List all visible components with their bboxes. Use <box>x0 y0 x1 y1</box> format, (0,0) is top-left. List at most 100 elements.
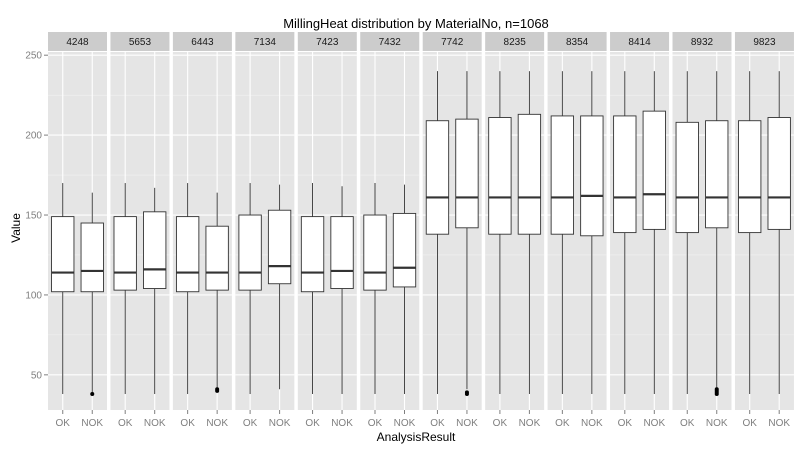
box-nok-8414 <box>642 71 666 395</box>
box-nok-5653 <box>143 187 167 395</box>
box-nok-8932 <box>705 71 729 397</box>
facet-strip-label: 8932 <box>691 37 714 48</box>
box-iqr <box>330 216 354 289</box>
facet-strip-label: 6443 <box>191 37 214 48</box>
box-nok-7742 <box>455 71 479 397</box>
x-tick-label: OK <box>56 418 71 429</box>
box-ok-6443 <box>175 183 200 395</box>
x-tick-label: NOK <box>768 418 790 429</box>
x-tick-label: OK <box>742 418 757 429</box>
box-iqr <box>205 225 229 291</box>
facet-panel-4248: 4248 OK NOK <box>48 32 107 429</box>
box-ok-8354 <box>550 71 575 395</box>
facet-strip-label: 5653 <box>129 37 152 48</box>
box-iqr <box>392 212 417 288</box>
facet-strip-label: 8354 <box>566 37 589 48</box>
x-tick-label: OK <box>118 418 133 429</box>
facet-strip <box>235 32 295 51</box>
x-tick-label: OK <box>180 418 195 429</box>
box-nok-8235 <box>517 71 542 395</box>
x-tick-label: NOK <box>456 418 478 429</box>
box-iqr <box>113 216 137 291</box>
outlier-point <box>714 387 719 392</box>
x-tick-label: NOK <box>206 418 228 429</box>
x-tick-label: OK <box>680 418 695 429</box>
facet-strip <box>172 32 232 51</box>
facet-strip-label: 4248 <box>66 37 89 48</box>
facet-strip <box>610 32 670 51</box>
facet-strip <box>110 32 170 51</box>
x-tick-label: OK <box>555 418 570 429</box>
box-iqr <box>425 120 450 235</box>
x-tick-label: NOK <box>144 418 166 429</box>
facet-strip <box>360 32 420 51</box>
x-tick-label: NOK <box>394 418 416 429</box>
box-nok-8354 <box>580 71 604 395</box>
facet-strip <box>672 32 732 51</box>
x-tick-label: OK <box>368 418 383 429</box>
facet-panel-8414: 8414 OK NOK <box>610 32 670 429</box>
facet-panel-6443: 6443 OK NOK <box>172 32 232 429</box>
facet-strip-label: 7134 <box>254 37 277 48</box>
facet-panel-5653: 5653 OK NOK <box>110 32 170 429</box>
facet-panel-8235: 8235 OK NOK <box>485 32 545 429</box>
facet-strip <box>48 32 107 51</box>
y-tick-label: 50 <box>31 370 43 381</box>
box-iqr <box>300 216 325 293</box>
facet-strip-label: 8235 <box>504 37 527 48</box>
box-iqr <box>550 115 575 235</box>
box-iqr <box>363 214 387 291</box>
box-iqr <box>580 115 604 237</box>
outlier-point <box>464 390 469 395</box>
facet-strip-label: 9823 <box>753 37 776 48</box>
facet-strip <box>734 32 794 51</box>
x-tick-label: OK <box>618 418 633 429</box>
facet-panel-8932: 8932 OK NOK <box>672 32 732 429</box>
outlier-point <box>215 387 220 392</box>
facet-strip <box>485 32 545 51</box>
x-axis-title: AnalysisResult <box>377 430 456 444</box>
box-iqr <box>267 209 292 285</box>
facet-strip-label: 7423 <box>316 37 339 48</box>
box-ok-8414 <box>613 71 637 395</box>
y-axis-title: Value <box>9 213 23 243</box>
facet-panel-7423: 7423 OK NOK <box>297 32 357 429</box>
x-tick-label: NOK <box>269 418 291 429</box>
x-tick-label: NOK <box>643 418 665 429</box>
box-iqr <box>238 214 262 291</box>
box-iqr <box>738 120 762 234</box>
box-ok-8235 <box>488 71 512 395</box>
box-nok-7134 <box>267 184 292 390</box>
y-tick-label: 100 <box>25 290 42 301</box>
box-iqr <box>143 211 167 289</box>
box-iqr <box>767 117 791 230</box>
chart-title: MillingHeat distribution by MaterialNo, … <box>283 16 549 31</box>
box-ok-9823 <box>738 71 762 395</box>
y-tick-label: 250 <box>25 51 42 62</box>
facet-panel-7432: 7432 OK NOK <box>360 32 420 429</box>
box-iqr <box>488 117 512 235</box>
facet-strip <box>422 32 482 51</box>
facet-strip-label: 8414 <box>628 37 651 48</box>
box-nok-9823 <box>767 71 791 395</box>
box-iqr <box>51 216 75 293</box>
y-axis: 50 100 150 200 250 <box>25 51 48 381</box>
box-ok-7742 <box>425 71 450 395</box>
outlier-point <box>90 392 95 397</box>
box-ok-7432 <box>363 183 387 395</box>
facet-panel-7742: 7742 OK NOK <box>422 32 482 429</box>
x-tick-label: OK <box>305 418 320 429</box>
box-iqr <box>175 216 200 293</box>
x-tick-label: OK <box>493 418 508 429</box>
box-nok-6443 <box>205 192 229 393</box>
box-ok-8932 <box>675 71 699 395</box>
box-iqr <box>517 113 542 235</box>
y-tick-label: 200 <box>25 131 42 142</box>
box-ok-5653 <box>113 183 137 395</box>
x-tick-label: NOK <box>331 418 353 429</box>
x-tick-label: NOK <box>519 418 541 429</box>
box-iqr <box>613 115 637 234</box>
box-nok-7423 <box>330 186 354 395</box>
